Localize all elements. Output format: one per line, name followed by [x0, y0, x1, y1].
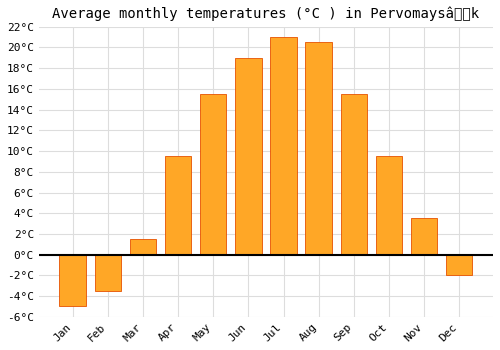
Bar	[130, 239, 156, 255]
Bar	[200, 94, 226, 255]
Bar	[446, 255, 472, 275]
Bar	[340, 94, 367, 255]
Bar	[94, 255, 121, 291]
Bar	[306, 42, 332, 255]
Bar	[165, 156, 191, 255]
Bar	[60, 255, 86, 307]
Title: Average monthly temperatures (°C ) in Pervomaysâk: Average monthly temperatures (°C ) in Pe…	[52, 7, 480, 21]
Bar	[376, 156, 402, 255]
Bar	[235, 58, 262, 255]
Bar	[270, 37, 296, 255]
Bar	[411, 218, 438, 255]
